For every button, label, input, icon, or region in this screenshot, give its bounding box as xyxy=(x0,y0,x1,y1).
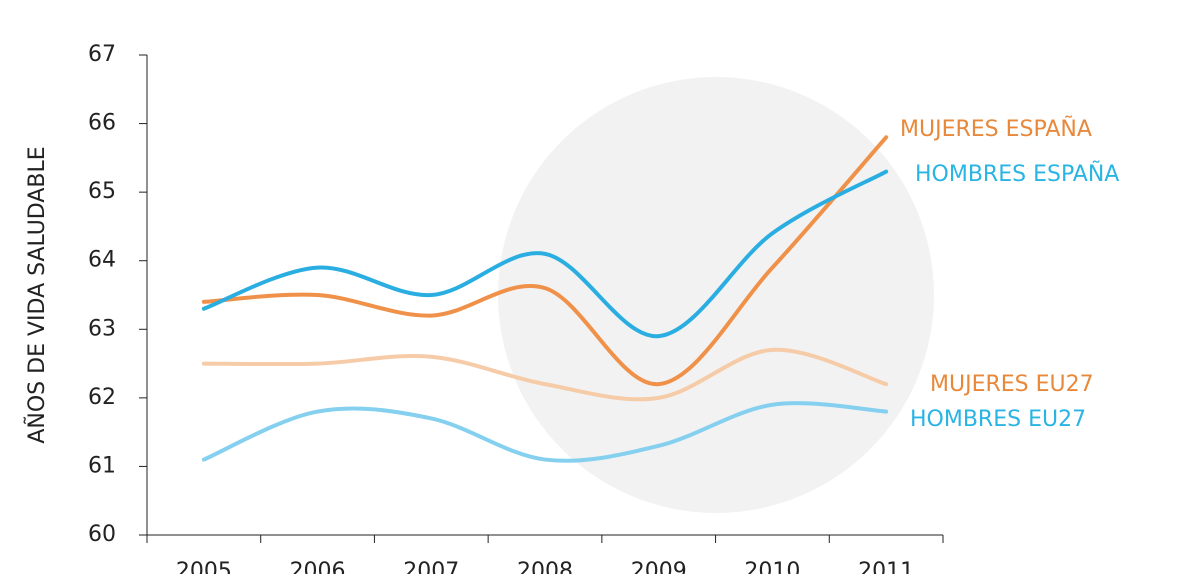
y-tick-label: 60 xyxy=(88,522,116,547)
series-label: MUJERES ESPAÑA xyxy=(900,115,1092,142)
y-axis-label: AÑOS DE VIDA SALUDABLE xyxy=(23,146,50,443)
x-tick-label: 2005 xyxy=(176,559,232,574)
y-tick-label: 62 xyxy=(88,385,116,410)
series-line xyxy=(201,169,889,339)
series-label: HOMBRES ESPAÑA xyxy=(915,160,1119,187)
x-tick-label: 2006 xyxy=(290,559,346,574)
x-tick-label: 2007 xyxy=(403,559,459,574)
x-tick-label: 2011 xyxy=(858,559,914,574)
y-tick-label: 61 xyxy=(88,453,116,478)
series-label: HOMBRES EU27 xyxy=(910,407,1086,432)
y-tick-label: 63 xyxy=(88,316,116,341)
x-tick-label: 2010 xyxy=(744,559,800,574)
x-tick-label: 2009 xyxy=(631,559,687,574)
series-label: MUJERES EU27 xyxy=(930,372,1094,397)
x-tick-label: 2008 xyxy=(517,559,573,574)
series-line xyxy=(201,135,889,387)
y-tick-label: 66 xyxy=(88,111,116,136)
series-line xyxy=(201,401,889,463)
y-tick-label: 67 xyxy=(88,42,116,67)
y-tick-label: 65 xyxy=(88,179,116,204)
y-tick-label: 64 xyxy=(88,248,116,273)
series-line xyxy=(201,347,889,402)
